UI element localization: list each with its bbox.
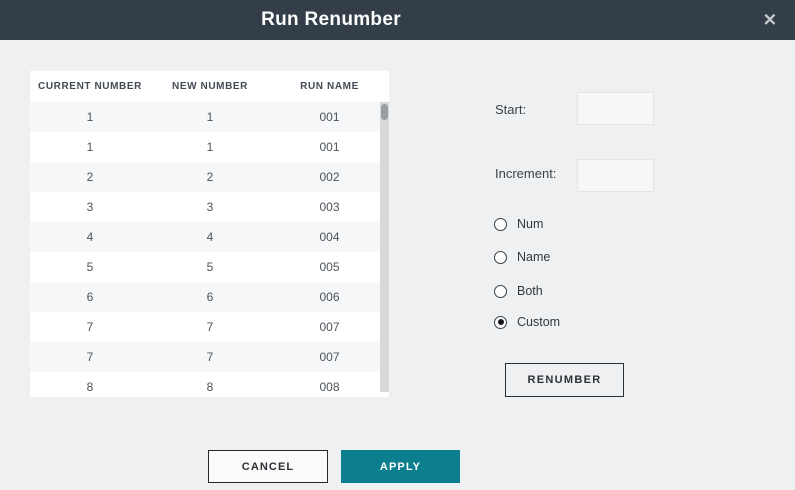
cell-run-name: 001 (319, 140, 340, 154)
table-row[interactable]: 7 7 007 (30, 342, 389, 372)
table-row[interactable]: 7 7 007 (30, 312, 389, 342)
table-row[interactable]: 8 8 008 (30, 372, 389, 397)
cancel-button[interactable]: CANCEL (208, 450, 328, 483)
increment-label: Increment: (495, 166, 557, 181)
radio-custom-label: Custom (517, 315, 561, 329)
cell-current-number: 3 (86, 200, 94, 214)
cell-current-number: 6 (86, 290, 94, 304)
radio-button-icon (494, 217, 507, 231)
radio-name-label: Name (517, 250, 551, 264)
table-scrollbar-thumb[interactable] (381, 104, 388, 120)
table-body: 1 1 001 1 1 001 2 2 002 3 3 003 4 4 (30, 102, 389, 397)
table-row[interactable]: 2 2 002 (30, 162, 389, 192)
cell-run-name: 004 (319, 230, 340, 244)
cell-new-number: 6 (206, 290, 214, 304)
radio-button-icon (494, 250, 507, 264)
cell-current-number: 2 (86, 170, 94, 184)
dialog-title: Run Renumber (261, 9, 401, 30)
cell-current-number: 5 (86, 260, 94, 274)
table-row[interactable]: 3 3 003 (30, 192, 389, 222)
table-row[interactable]: 4 4 004 (30, 222, 389, 252)
table-header-row: CURRENT NUMBER NEW NUMBER RUN NAME (30, 71, 389, 102)
cell-new-number: 7 (206, 320, 214, 334)
table-row[interactable]: 1 1 001 (30, 102, 389, 132)
table-row[interactable]: 6 6 006 (30, 282, 389, 312)
column-header-new-number: NEW NUMBER (172, 81, 248, 92)
cell-run-name: 002 (319, 170, 340, 184)
cell-new-number: 4 (206, 230, 214, 244)
cell-current-number: 7 (86, 350, 94, 364)
increment-input[interactable] (577, 159, 654, 192)
radio-num[interactable]: Num (494, 212, 543, 236)
run-table: CURRENT NUMBER NEW NUMBER RUN NAME 1 1 0… (30, 71, 389, 397)
dialog-header: Run Renumber ✕ (0, 0, 795, 40)
cell-current-number: 1 (86, 140, 94, 154)
cell-run-name: 007 (319, 320, 340, 334)
cell-current-number: 7 (86, 320, 94, 334)
radio-button-icon (494, 315, 507, 329)
column-header-run-name: RUN NAME (300, 81, 359, 92)
cell-current-number: 8 (86, 380, 94, 394)
start-input[interactable] (577, 92, 654, 125)
cell-run-name: 006 (319, 290, 340, 304)
cell-new-number: 8 (206, 380, 214, 394)
column-header-current-number: CURRENT NUMBER (38, 81, 142, 92)
apply-button[interactable]: APPLY (341, 450, 460, 483)
cell-new-number: 3 (206, 200, 214, 214)
cell-new-number: 1 (206, 140, 214, 154)
cell-new-number: 1 (206, 110, 214, 124)
radio-custom[interactable]: Custom (494, 310, 560, 334)
table-row[interactable]: 5 5 005 (30, 252, 389, 282)
cell-new-number: 7 (206, 350, 214, 364)
radio-name[interactable]: Name (494, 245, 550, 269)
table-row[interactable]: 1 1 001 (30, 132, 389, 162)
cell-run-name: 001 (319, 110, 340, 124)
cell-run-name: 008 (319, 380, 340, 394)
cell-run-name: 007 (319, 350, 340, 364)
cell-current-number: 4 (86, 230, 94, 244)
radio-button-icon (494, 284, 507, 298)
cell-current-number: 1 (86, 110, 94, 124)
close-icon[interactable]: ✕ (762, 10, 777, 30)
renumber-button[interactable]: RENUMBER (505, 363, 624, 397)
radio-both[interactable]: Both (494, 279, 543, 303)
cell-new-number: 2 (206, 170, 214, 184)
cell-new-number: 5 (206, 260, 214, 274)
radio-num-label: Num (517, 217, 544, 231)
cell-run-name: 003 (319, 200, 340, 214)
radio-both-label: Both (517, 284, 543, 298)
table-scrollbar-track[interactable] (380, 102, 389, 392)
cell-run-name: 005 (319, 260, 340, 274)
start-label: Start: (495, 102, 527, 117)
